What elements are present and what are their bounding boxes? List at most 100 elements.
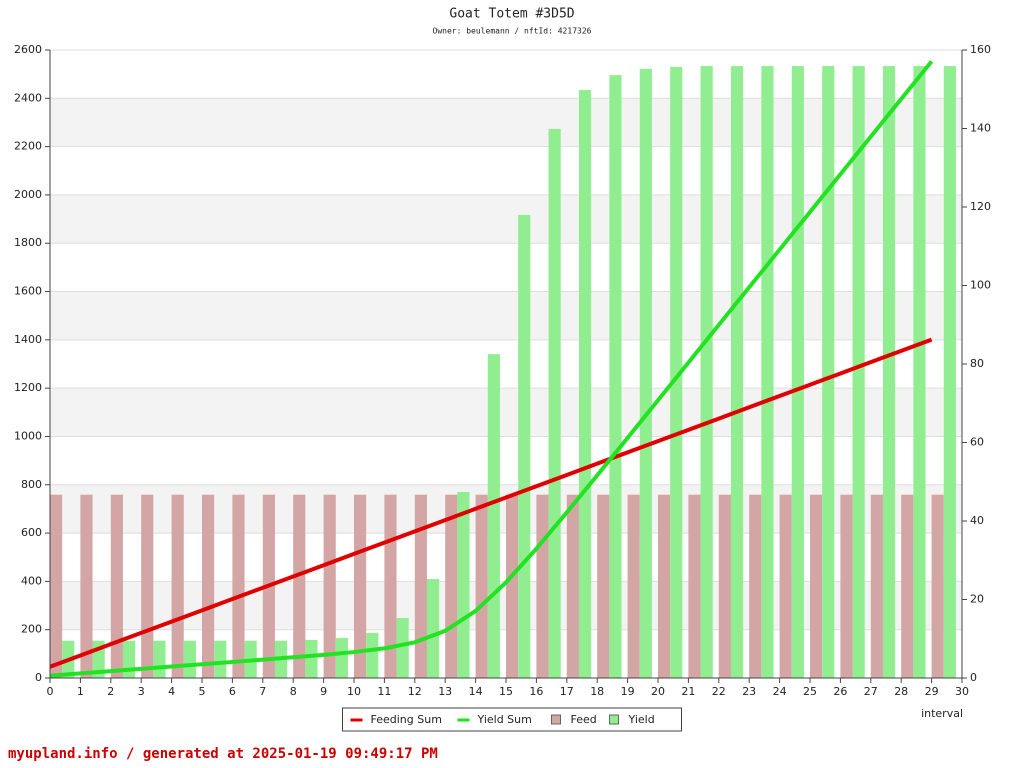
bar [171, 494, 184, 678]
y-tick-label: 2000 [14, 188, 42, 201]
legend-label: Yield Sum [477, 713, 532, 726]
lines [49, 60, 934, 678]
bar [323, 494, 336, 678]
line [49, 60, 934, 678]
bar [487, 354, 500, 678]
bar [718, 494, 731, 678]
bar [110, 494, 123, 678]
x-tick-label: 26 [833, 685, 847, 698]
bar [506, 494, 519, 678]
bar [414, 494, 427, 678]
grid-band [50, 98, 962, 147]
y2-tick-label: 160 [970, 43, 991, 56]
y-tick-label: 2400 [14, 91, 42, 104]
x-tick-label: 1 [77, 685, 84, 698]
bar [943, 66, 956, 678]
x-tick-label: 30 [955, 685, 969, 698]
y-tick-label: 600 [21, 526, 42, 539]
y-tick-label: 1800 [14, 236, 42, 249]
x-tick-label: 25 [803, 685, 817, 698]
bar [658, 494, 671, 678]
bar [749, 494, 762, 678]
x-tick-label: 28 [894, 685, 908, 698]
bar [791, 66, 804, 678]
x-tick-label: 0 [47, 685, 54, 698]
bar [232, 494, 245, 678]
x-tick-label: 17 [560, 685, 574, 698]
bar [597, 494, 610, 678]
x-tick-label: 6 [229, 685, 236, 698]
x-tick-label: 18 [590, 685, 604, 698]
legend: Feeding Sum Yield Sum Feed Yield [342, 707, 682, 732]
x-tick-label: 14 [469, 685, 483, 698]
bar [822, 66, 835, 678]
x-tick-label: 19 [621, 685, 635, 698]
grid-band [50, 194, 962, 244]
bar [609, 75, 622, 679]
x-tick-label: 22 [712, 685, 726, 698]
bars [50, 66, 956, 679]
x-tick-label: 11 [377, 685, 391, 698]
y-tick-label: 200 [21, 623, 42, 636]
bar [578, 90, 592, 678]
bar [141, 494, 154, 678]
x-tick-label: 2 [107, 685, 114, 698]
x-tick-label: 29 [925, 685, 939, 698]
legend-box [342, 707, 682, 732]
bar [840, 494, 853, 678]
y-tick-label: 400 [21, 574, 42, 587]
y-tick-label: 2200 [14, 140, 42, 153]
bar [627, 494, 640, 678]
line [49, 337, 933, 669]
bar [670, 66, 683, 678]
bar [931, 494, 944, 678]
bar [384, 494, 397, 678]
bar [548, 128, 561, 678]
axes: 0200400600800100012001400160018002000220… [14, 43, 991, 698]
bar [445, 494, 458, 678]
y2-tick-label: 140 [970, 122, 991, 135]
bar [475, 494, 488, 678]
bar [870, 494, 883, 678]
y-tick-label: 1600 [14, 285, 42, 298]
y2-tick-label: 100 [970, 279, 991, 292]
bar [852, 66, 865, 678]
bar [536, 494, 549, 678]
x-tick-label: 24 [773, 685, 787, 698]
bar [335, 637, 348, 678]
legend-swatch [551, 714, 561, 725]
bar [183, 640, 196, 678]
legend-label: Feeding Sum [371, 713, 442, 726]
legend-label: Feed [571, 713, 597, 726]
y2-tick-label: 0 [970, 671, 977, 684]
x-tick-label: 15 [499, 685, 513, 698]
bar [639, 68, 652, 679]
bar [901, 494, 914, 678]
x-tick-label: 12 [408, 685, 422, 698]
bar [566, 494, 579, 678]
y-tick-label: 800 [21, 478, 42, 491]
y-tick-label: 1400 [14, 333, 42, 346]
y2-tick-label: 80 [970, 357, 984, 370]
bar [457, 491, 470, 678]
bar [426, 579, 440, 678]
bar [202, 494, 215, 678]
y-tick-label: 2600 [14, 43, 42, 56]
footer: myupland.info / generated at 2025-01-19 … [8, 746, 438, 762]
bar [779, 494, 792, 678]
x-tick-label: 20 [651, 685, 665, 698]
x-axis-label: interval [921, 707, 963, 720]
bar [730, 66, 744, 678]
bar [214, 640, 227, 678]
x-tick-label: 4 [168, 685, 175, 698]
bar [80, 494, 93, 678]
y-tick-label: 1200 [14, 381, 42, 394]
x-tick-label: 21 [681, 685, 695, 698]
plot-background [50, 49, 962, 679]
bar [913, 66, 926, 678]
x-tick-label: 16 [529, 685, 543, 698]
chart-title: Goat Totem #3D5D [449, 7, 574, 22]
bar [122, 640, 136, 678]
